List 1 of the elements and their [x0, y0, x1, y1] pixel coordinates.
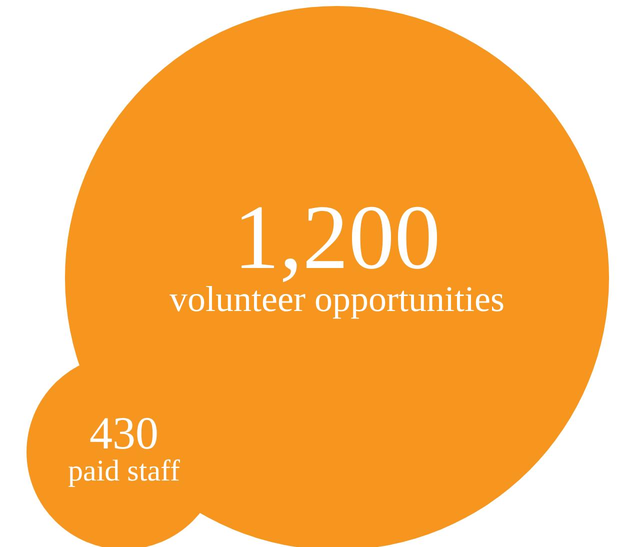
data-label: 1,200: [234, 186, 440, 288]
